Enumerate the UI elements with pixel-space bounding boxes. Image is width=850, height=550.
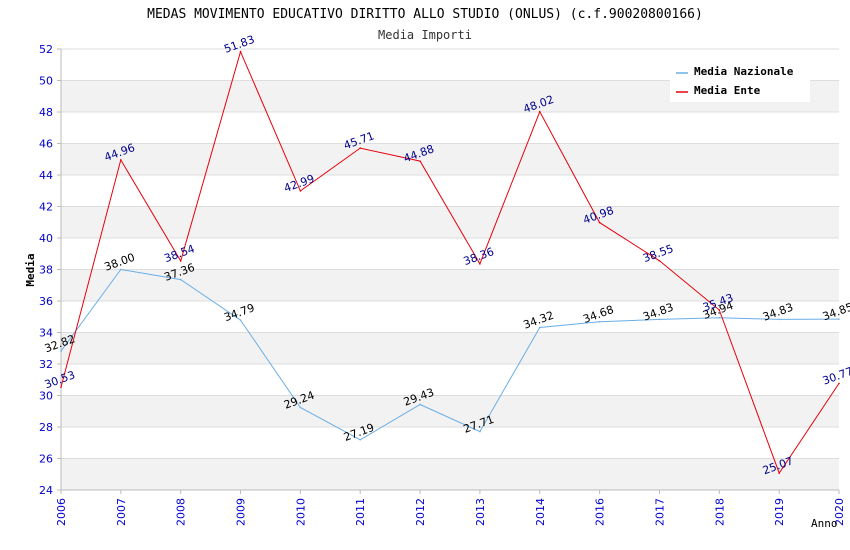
data-point xyxy=(60,386,62,388)
chart-subtitle: Media Importi xyxy=(378,28,472,42)
y-tick-label: 32 xyxy=(39,358,53,371)
data-point xyxy=(718,309,721,311)
y-tick-label: 34 xyxy=(39,327,53,340)
data-label: 34.68 xyxy=(581,303,615,326)
data-point xyxy=(479,263,481,265)
data-point xyxy=(538,326,541,329)
data-label: 34.83 xyxy=(641,301,675,324)
data-point xyxy=(598,320,601,323)
x-tick-label: 2018 xyxy=(713,498,726,526)
data-point xyxy=(60,350,62,352)
y-tick-label: 36 xyxy=(39,295,53,308)
data-label: 34.85 xyxy=(821,300,850,323)
x-tick-label: 2009 xyxy=(235,498,248,526)
x-axis-label: Anno xyxy=(811,517,838,530)
data-label: 51.83 xyxy=(222,33,256,56)
y-tick-label: 46 xyxy=(39,138,53,151)
grid-band xyxy=(61,143,839,175)
data-point xyxy=(778,318,780,321)
y-axis-label: Media xyxy=(24,253,37,286)
chart-title: MEDAS MOVIMENTO EDUCATIVO DIRITTO ALLO S… xyxy=(147,7,703,22)
data-point xyxy=(598,221,601,224)
data-point xyxy=(718,316,721,319)
data-label: 34.83 xyxy=(761,301,795,324)
y-tick-label: 38 xyxy=(39,264,53,277)
x-tick-label: 2019 xyxy=(773,498,786,526)
data-point xyxy=(239,50,242,53)
data-point xyxy=(538,110,541,113)
y-tick-label: 48 xyxy=(39,106,53,119)
grid-band xyxy=(61,332,839,364)
data-point xyxy=(658,260,661,262)
series-line-media-ente xyxy=(60,50,840,475)
x-tick-label: 2008 xyxy=(175,498,188,526)
data-point xyxy=(299,190,302,192)
x-tick-label: 2012 xyxy=(414,498,427,526)
x-tick-label: 2014 xyxy=(534,498,547,526)
axes xyxy=(60,49,840,494)
data-point xyxy=(419,160,421,162)
legend-label-media-ente: Media Ente xyxy=(694,84,761,97)
data-point xyxy=(239,319,242,321)
grid-band xyxy=(61,269,839,301)
y-tick-label: 24 xyxy=(39,484,53,497)
y-tick-label: 30 xyxy=(39,390,53,403)
legend: Media Nazionale Media Ente xyxy=(670,60,810,102)
data-point xyxy=(479,430,481,433)
data-label: 34.32 xyxy=(522,309,556,332)
x-tick-labels: 2006 2007 2008 2009 2010 2011 2012 2013 2014 2016… xyxy=(55,498,846,526)
data-point xyxy=(658,318,661,321)
data-label: 38.36 xyxy=(462,245,496,268)
data-point xyxy=(120,268,122,271)
x-tick-label: 2010 xyxy=(294,498,307,526)
y-tick-label: 26 xyxy=(39,453,53,466)
data-point xyxy=(359,147,362,149)
data-label: 38.55 xyxy=(641,242,675,265)
legend-box xyxy=(670,60,810,102)
series-line-media-nazionale xyxy=(60,268,840,441)
data-point xyxy=(179,278,182,281)
x-tick-label: 2006 xyxy=(55,498,68,526)
data-point xyxy=(299,406,302,409)
data-label: 34.79 xyxy=(222,301,256,324)
data-point xyxy=(179,260,182,262)
y-tick-label: 28 xyxy=(39,421,53,434)
x-tick-label: 2011 xyxy=(354,498,367,526)
legend-label-media-nazionale: Media Nazionale xyxy=(694,65,794,78)
y-tick-label: 52 xyxy=(39,43,53,56)
x-tick-label: 2007 xyxy=(115,498,128,526)
grid-band xyxy=(61,458,839,490)
x-tick-label: 2013 xyxy=(474,498,487,526)
x-tick-label: 2020 xyxy=(833,498,846,526)
y-tick-labels: 24 26 28 30 32 34 36 38 40 42 44 46 48 50 52 xyxy=(39,43,53,497)
data-label: 30.77 xyxy=(821,365,850,388)
data-label: 30.53 xyxy=(43,368,77,391)
data-point xyxy=(419,403,421,406)
x-tick-label: 2017 xyxy=(653,498,666,526)
y-tick-label: 40 xyxy=(39,232,53,245)
data-label: 42.99 xyxy=(282,172,316,195)
x-tick-label: 2016 xyxy=(594,498,607,526)
grid-lines xyxy=(57,48,839,491)
grid-band xyxy=(61,395,839,427)
data-point xyxy=(778,472,780,474)
data-point xyxy=(120,159,122,161)
grid-band xyxy=(61,206,839,238)
y-tick-label: 44 xyxy=(39,169,53,182)
data-point xyxy=(359,438,362,441)
series-lines xyxy=(60,50,840,475)
data-point xyxy=(838,318,840,320)
grid-bands xyxy=(61,80,839,490)
data-point xyxy=(838,382,840,385)
y-tick-label: 50 xyxy=(39,75,53,88)
y-tick-label: 42 xyxy=(39,201,53,214)
